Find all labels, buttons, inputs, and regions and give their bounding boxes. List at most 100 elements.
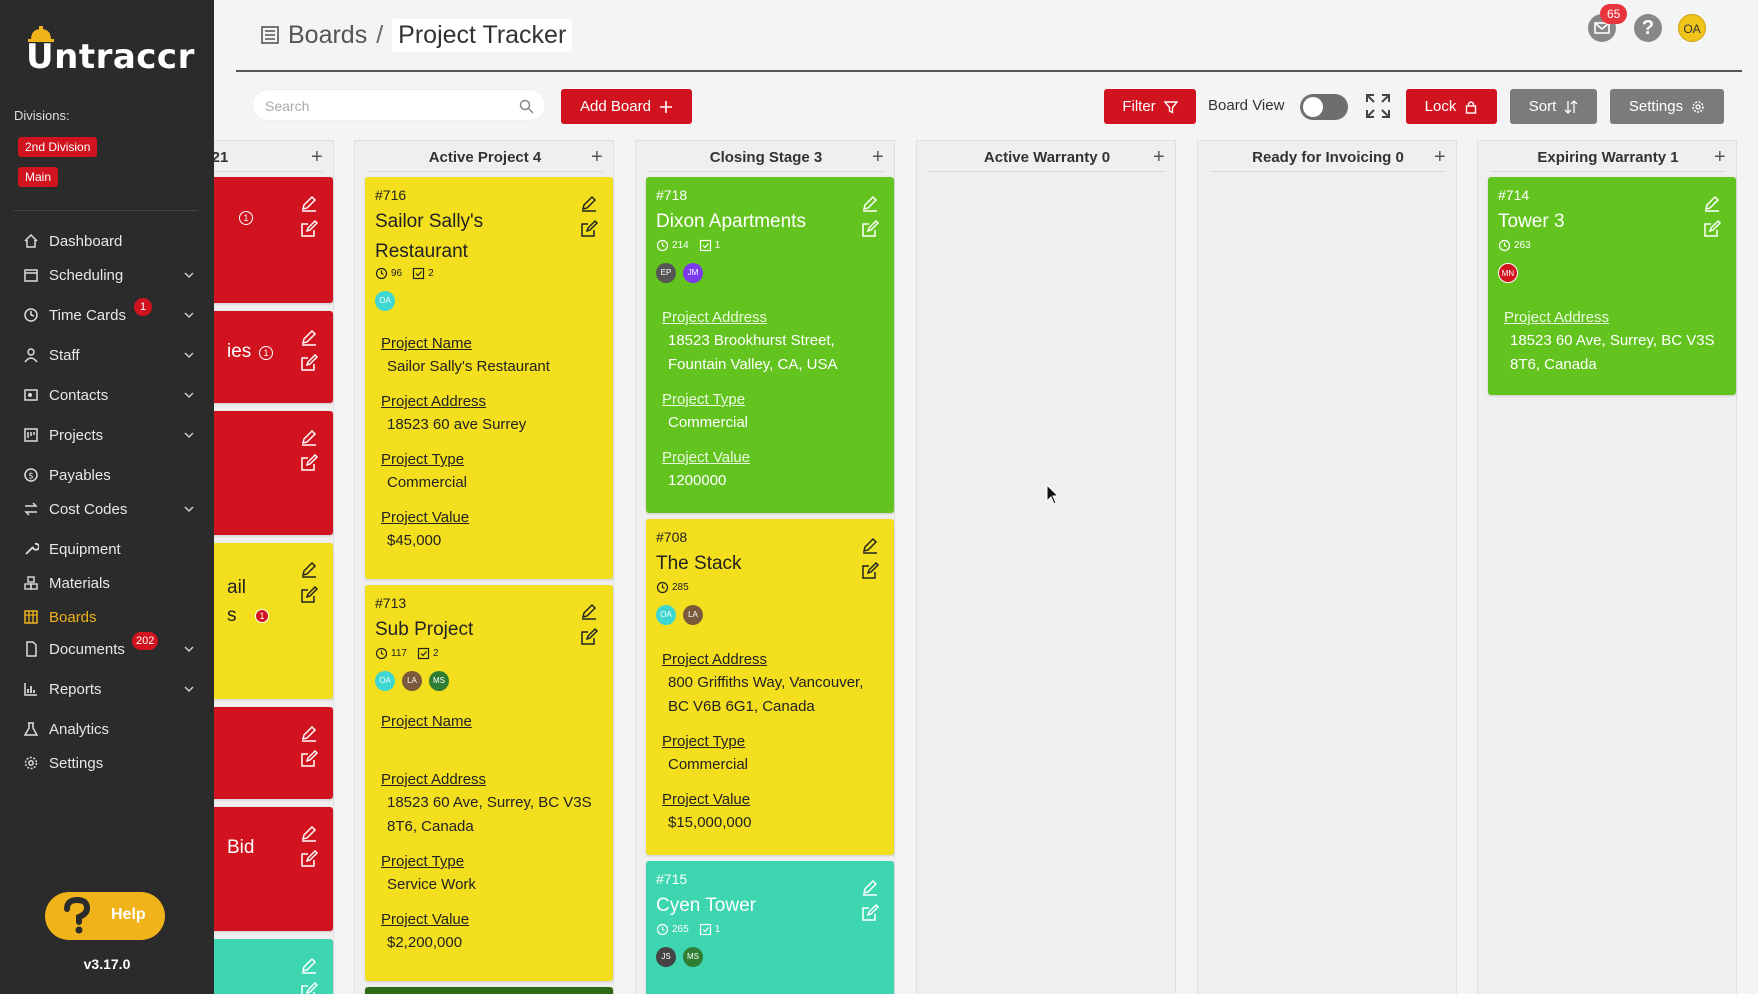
edit-pencil-icon[interactable] bbox=[299, 327, 319, 347]
edit-note-icon[interactable] bbox=[579, 627, 599, 647]
division-2nd-division[interactable]: 2nd Division bbox=[18, 137, 98, 157]
edit-note-icon[interactable] bbox=[299, 749, 319, 769]
sidebar-item-staff[interactable]: Staff bbox=[0, 340, 214, 370]
app-logo[interactable]: Untraccr bbox=[26, 24, 195, 74]
lock-button[interactable]: Lock bbox=[1406, 89, 1497, 124]
edit-note-icon[interactable] bbox=[299, 453, 319, 473]
field-label: Project Value bbox=[381, 509, 470, 526]
add-card-button[interactable]: + bbox=[1434, 146, 1446, 168]
add-card-button[interactable]: + bbox=[872, 146, 884, 168]
edit-pencil-icon[interactable] bbox=[579, 601, 599, 621]
project-card[interactable]: #714 Tower 3 263 MN Project Address 1852… bbox=[1488, 177, 1736, 395]
add-card-button[interactable]: + bbox=[1153, 146, 1165, 168]
avatar[interactable]: EP bbox=[656, 263, 676, 283]
avatar[interactable]: JM bbox=[683, 263, 703, 283]
project-card[interactable]: #716 Sailor Sally's Restaurant 96 2 OA P… bbox=[365, 177, 613, 579]
logo-text: Untraccr bbox=[26, 37, 195, 77]
edit-note-icon[interactable] bbox=[299, 981, 319, 994]
avatar[interactable]: MS bbox=[683, 947, 703, 967]
sidebar-item-contacts[interactable]: Contacts bbox=[0, 380, 214, 410]
sidebar-item-settings[interactable]: Settings bbox=[0, 748, 214, 778]
project-card[interactable]: #718 Dixon Apartments 214 1 EP JM Projec… bbox=[646, 177, 894, 513]
avatar[interactable]: LA bbox=[402, 671, 422, 691]
column-title: warded 21 bbox=[214, 149, 229, 166]
card-partial-6[interactable]: Bid bbox=[214, 807, 333, 931]
avatar[interactable]: JS bbox=[656, 947, 676, 967]
edit-note-icon[interactable] bbox=[299, 849, 319, 869]
sidebar-item-time-cards[interactable]: Time Cards 1 bbox=[0, 298, 214, 330]
edit-pencil-icon[interactable] bbox=[299, 723, 319, 743]
avatar[interactable]: MS bbox=[429, 671, 449, 691]
sidebar-item-cost-codes[interactable]: Cost Codes bbox=[0, 494, 214, 524]
document-icon bbox=[26, 641, 37, 657]
add-card-button[interactable]: + bbox=[311, 146, 323, 168]
avatar[interactable]: OA bbox=[375, 291, 395, 311]
avatar[interactable]: OA bbox=[656, 605, 676, 625]
edit-pencil-icon[interactable] bbox=[299, 427, 319, 447]
card-partial-5[interactable] bbox=[214, 707, 333, 799]
edit-pencil-icon[interactable] bbox=[299, 955, 319, 975]
sidebar-item-boards[interactable]: Boards bbox=[0, 602, 214, 632]
mail-icon bbox=[1594, 22, 1610, 34]
field-value: 18523 60 ave Surrey bbox=[387, 416, 527, 433]
sidebar-item-label: Cost Codes bbox=[49, 500, 128, 518]
card-partial-2[interactable]: ies 1 bbox=[214, 311, 333, 403]
breadcrumb-boards-link[interactable]: Boards bbox=[288, 20, 368, 49]
settings-button[interactable]: Settings bbox=[1610, 89, 1724, 124]
sidebar-item-equipment[interactable]: Equipment bbox=[0, 534, 214, 564]
edit-note-icon[interactable] bbox=[579, 219, 599, 239]
search-input[interactable] bbox=[265, 96, 505, 116]
edit-pencil-icon[interactable] bbox=[860, 535, 880, 555]
edit-note-icon[interactable] bbox=[299, 353, 319, 373]
filter-button[interactable]: Filter bbox=[1104, 89, 1196, 124]
avatar[interactable]: OA bbox=[375, 671, 395, 691]
edit-note-icon[interactable] bbox=[1702, 219, 1722, 239]
sort-button[interactable]: Sort bbox=[1510, 89, 1597, 124]
division-main[interactable]: Main bbox=[18, 167, 59, 187]
sidebar-item-scheduling[interactable]: Scheduling bbox=[0, 260, 214, 290]
avatar[interactable]: LA bbox=[683, 605, 703, 625]
add-board-button[interactable]: Add Board bbox=[561, 89, 692, 124]
sidebar-item-dashboard[interactable]: Dashboard bbox=[0, 226, 214, 256]
edit-note-icon[interactable] bbox=[860, 903, 880, 923]
sidebar-item-projects[interactable]: Projects bbox=[0, 420, 214, 450]
edit-pencil-icon[interactable] bbox=[860, 877, 880, 897]
project-card[interactable]: #708 The Stack 285 OA LA Project Address… bbox=[646, 519, 894, 855]
fullscreen-icon[interactable] bbox=[1364, 92, 1392, 120]
edit-note-icon[interactable] bbox=[860, 561, 880, 581]
edit-pencil-icon[interactable] bbox=[1702, 193, 1722, 213]
sidebar-item-payables[interactable]: $ Payables bbox=[0, 460, 214, 490]
add-card-button[interactable]: + bbox=[591, 146, 603, 168]
sidebar-item-analytics[interactable]: Analytics bbox=[0, 714, 214, 744]
project-card[interactable]: #715 Cyen Tower 265 1 JS MS bbox=[646, 861, 894, 994]
edit-note-icon[interactable] bbox=[299, 219, 319, 239]
avatar[interactable]: MN bbox=[1498, 263, 1518, 283]
user-avatar[interactable]: OA bbox=[1678, 14, 1706, 42]
project-card-partial[interactable] bbox=[365, 987, 613, 994]
help-icon[interactable]: ? bbox=[1634, 14, 1662, 42]
board-view-toggle[interactable] bbox=[1300, 94, 1348, 120]
card-partial-3[interactable] bbox=[214, 411, 333, 535]
sidebar-divider bbox=[14, 210, 198, 211]
sidebar-item-reports[interactable]: Reports bbox=[0, 674, 214, 704]
add-card-button[interactable]: + bbox=[1714, 146, 1726, 168]
help-button[interactable]: Help bbox=[45, 892, 165, 940]
edit-pencil-icon[interactable] bbox=[299, 193, 319, 213]
search-icon[interactable] bbox=[519, 99, 534, 114]
sidebar-item-documents[interactable]: Documents 202 bbox=[0, 632, 214, 664]
home-icon bbox=[24, 233, 38, 248]
card-partial-7[interactable] bbox=[214, 939, 333, 994]
edit-pencil-icon[interactable] bbox=[860, 193, 880, 213]
edit-pencil-icon[interactable] bbox=[299, 823, 319, 843]
project-card[interactable]: #713 Sub Project 117 2 OA LA MS Project … bbox=[365, 585, 613, 981]
card-partial-4[interactable]: ail s 1 bbox=[214, 543, 333, 699]
edit-note-icon[interactable] bbox=[860, 219, 880, 239]
edit-pencil-icon[interactable] bbox=[579, 193, 599, 213]
card-partial-1[interactable]: 1 bbox=[214, 177, 333, 303]
breadcrumb-separator: / bbox=[376, 20, 384, 49]
sidebar-item-materials[interactable]: Materials bbox=[0, 568, 214, 598]
edit-pencil-icon[interactable] bbox=[299, 559, 319, 579]
breadcrumb-current: Project Tracker bbox=[392, 18, 573, 52]
card-number: #715 bbox=[656, 871, 688, 887]
edit-note-icon[interactable] bbox=[299, 585, 319, 605]
